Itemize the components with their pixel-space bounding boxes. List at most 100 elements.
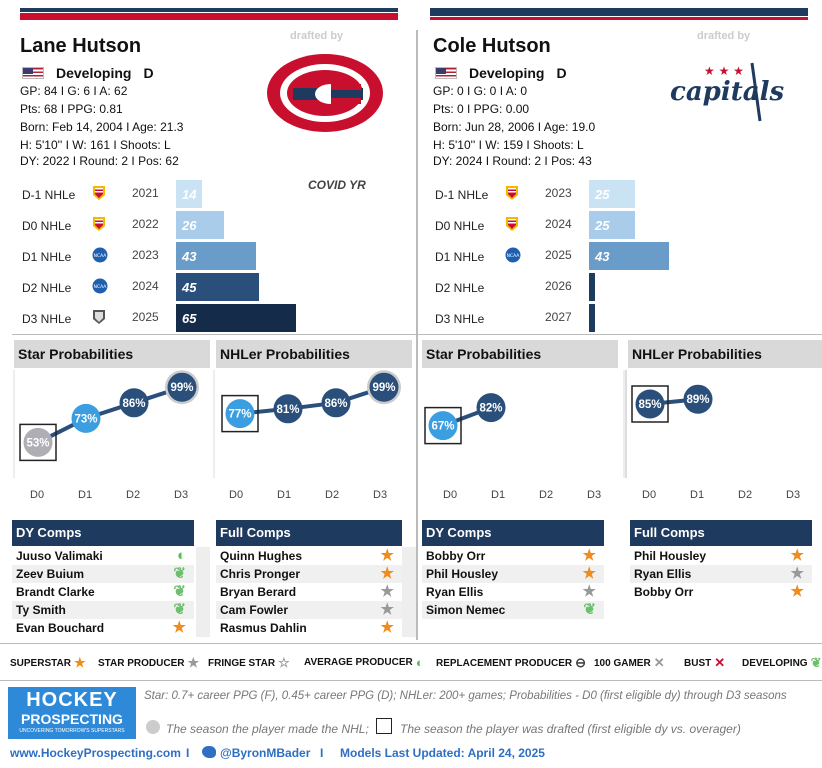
x-gray-icon: ✕ <box>653 655 665 670</box>
legend-divider <box>0 643 822 644</box>
comp-name: Ty Smith <box>16 603 66 617</box>
comp-name: Bryan Berard <box>220 585 297 599</box>
comp-row[interactable]: Bobby Orr ★ <box>422 547 604 565</box>
season-label: D0 <box>642 489 657 501</box>
prob-point <box>369 372 399 402</box>
comps-scrollbar[interactable] <box>196 547 210 637</box>
nhle-bar: 43 <box>589 242 669 270</box>
prob-point <box>273 394 303 424</box>
logo-mid: PROSPECTING <box>21 711 123 727</box>
nhle-row-year: 2025 <box>545 248 572 262</box>
covid-note: COVID YR <box>308 178 366 192</box>
star-gold-icon: ★ <box>380 565 394 582</box>
comp-row[interactable]: Brandt Clarke ❦ <box>12 583 194 601</box>
prob-point <box>167 372 197 402</box>
separator: I <box>320 746 324 760</box>
prob-point-label: 89% <box>686 394 709 406</box>
comp-name: Phil Housley <box>634 549 707 563</box>
usa-flag-icon <box>435 67 457 79</box>
nhle-bar <box>589 304 595 332</box>
comp-row[interactable]: Juuso Valimaki ◐ <box>12 547 194 565</box>
comp-row[interactable]: Bryan Berard ★ <box>216 583 402 601</box>
season-label: D2 <box>126 489 141 501</box>
hockey-prospecting-logo[interactable]: HOCKEY PROSPECTING UNCOVERING TOMORROW'S… <box>8 687 136 739</box>
comp-row[interactable]: Zeev Buium ❦ <box>12 565 194 583</box>
svg-text:NCAA: NCAA <box>507 253 521 259</box>
prob-point-label: 73% <box>74 413 97 425</box>
season-label: D2 <box>539 489 554 501</box>
star-gold-icon: ★ <box>582 547 596 564</box>
prob-point-label: 85% <box>638 399 661 411</box>
season-label: D1 <box>277 489 292 501</box>
player-name-left: Lane Hutson <box>20 35 142 57</box>
stat-line-1: GP: 84 I G: 6 I A: 62 <box>20 84 128 98</box>
player-name-right: Cole Hutson <box>433 35 551 57</box>
comp-row[interactable]: Phil Housley ★ <box>630 547 812 565</box>
comps-scrollbar[interactable] <box>402 547 416 637</box>
legend-item: SUPERSTAR ★ <box>10 655 86 671</box>
right-top-stripe <box>430 8 808 16</box>
comp-row[interactable]: Ryan Ellis ★ <box>422 583 604 601</box>
definitions-text: Star: 0.7+ career PPG (F), 0.45+ career … <box>144 690 787 702</box>
x-red-icon: ✕ <box>714 655 726 670</box>
comp-name: Cam Fowler <box>220 603 289 617</box>
legend-item: FRINGE STAR ☆ <box>208 655 290 671</box>
drafted-square-icon <box>376 718 392 734</box>
nhle-row-year: 2027 <box>545 310 572 324</box>
comp-name: Rasmus Dahlin <box>220 621 307 635</box>
comp-row[interactable]: Evan Bouchard ★ <box>12 619 194 637</box>
prob-point <box>71 403 101 433</box>
prob-point <box>683 384 713 414</box>
nhle-row-label: D2 NHLe <box>22 281 72 295</box>
leaf-icon: ❦ <box>173 565 186 582</box>
website-link[interactable]: www.HockeyProspecting.com <box>10 746 181 760</box>
stat-line-4: H: 5'10'' I W: 161 I Shoots: L <box>20 138 171 152</box>
prob-point <box>321 388 351 418</box>
legend-item: REPLACEMENT PRODUCER ⊖ <box>436 655 586 671</box>
comp-row[interactable]: Ty Smith ❦ <box>12 601 194 619</box>
season-label: D0 <box>30 489 45 501</box>
legend-label: STAR PRODUCER <box>98 657 185 669</box>
legend-label: AVERAGE PRODUCER <box>304 657 413 668</box>
comp-row[interactable]: Rasmus Dahlin ★ <box>216 619 402 637</box>
nhle-bar: 25 <box>589 180 636 208</box>
canadiens-logo <box>265 52 385 134</box>
dy-comps-header-right: DY Comps <box>422 520 604 546</box>
nhle-row-label: D2 NHLe <box>435 281 485 295</box>
prob-point-label: 77% <box>228 409 251 421</box>
comp-row[interactable]: Quinn Hughes ★ <box>216 547 402 565</box>
nhle-row-year: 2025 <box>132 310 159 324</box>
nhl-badge <box>92 309 106 325</box>
drafted-marker <box>424 406 462 445</box>
leaf-icon: ❦ <box>810 655 822 670</box>
twitter-handle[interactable]: @ByronMBader <box>220 746 311 760</box>
comp-name: Bobby Orr <box>634 585 694 599</box>
drafted-marker <box>631 385 669 423</box>
comp-row[interactable]: Bobby Orr ★ <box>630 583 812 601</box>
comp-row[interactable]: Cam Fowler ★ <box>216 601 402 619</box>
comp-row[interactable]: Phil Housley ★ <box>422 565 604 583</box>
comp-name: Ryan Ellis <box>634 567 692 581</box>
leaf-icon: ❦ <box>173 601 186 618</box>
nhler-prob-header-left: NHLer Probabilities <box>216 340 412 368</box>
nhle-bar: 65 <box>176 304 297 332</box>
comp-row[interactable]: Ryan Ellis ★ <box>630 565 812 583</box>
prob-point-label: 67% <box>431 421 454 433</box>
usntdp-badge <box>92 185 106 201</box>
comp-row[interactable]: Simon Nemec ❦ <box>422 601 604 619</box>
comp-row[interactable]: Chris Pronger ★ <box>216 565 402 583</box>
star-gray-icon: ★ <box>380 583 394 600</box>
center-divider <box>416 30 418 640</box>
half-circle-icon: ◐ <box>176 547 186 564</box>
leaf-icon: ❦ <box>173 583 186 600</box>
star-gray-icon: ★ <box>582 583 596 600</box>
legend-label: 100 GAMER <box>594 657 651 669</box>
legend-item: DEVELOPING ❦ <box>742 655 821 671</box>
nhle-row-label: D3 NHLe <box>435 312 485 326</box>
nhle-row-label: D3 NHLe <box>22 312 72 326</box>
player-status-right: Developing D <box>435 65 567 81</box>
season-label: D1 <box>690 489 705 501</box>
prob-point-label: 86% <box>122 398 145 410</box>
season-label: D3 <box>786 489 801 501</box>
comp-name: Simon Nemec <box>426 603 506 617</box>
